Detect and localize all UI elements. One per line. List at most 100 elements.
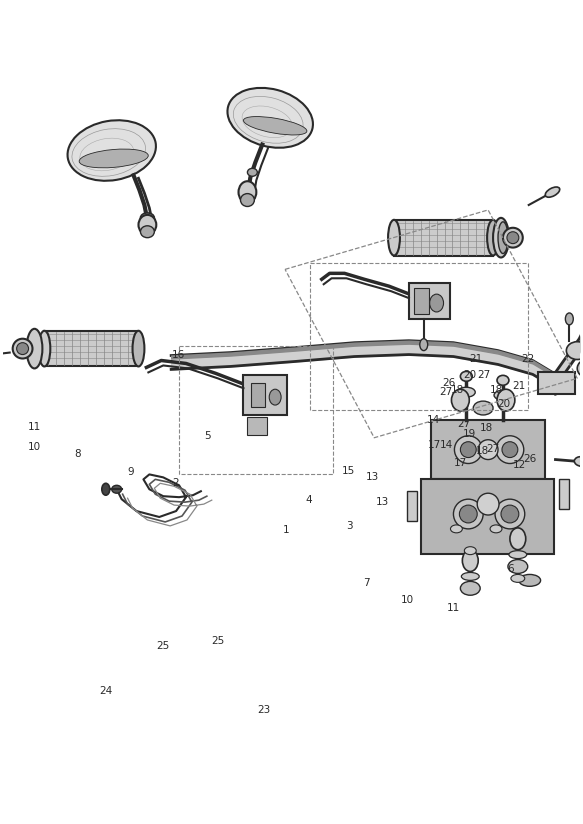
Text: 10: 10 (28, 442, 41, 452)
Ellipse shape (27, 329, 43, 368)
Ellipse shape (464, 546, 476, 555)
Bar (244, 376, 287, 415)
Ellipse shape (566, 313, 573, 325)
Ellipse shape (461, 573, 479, 580)
Text: 23: 23 (258, 705, 271, 715)
Ellipse shape (454, 436, 482, 464)
Text: 25: 25 (157, 641, 170, 651)
Ellipse shape (519, 574, 540, 587)
Text: 12: 12 (513, 460, 526, 470)
Text: 20: 20 (497, 399, 511, 409)
Ellipse shape (462, 550, 478, 572)
Bar (538, 372, 575, 394)
Ellipse shape (495, 499, 525, 529)
Ellipse shape (141, 213, 154, 222)
Text: 4: 4 (305, 495, 312, 505)
Text: 5: 5 (205, 432, 211, 442)
Text: 14: 14 (440, 440, 453, 450)
Ellipse shape (451, 525, 462, 533)
Bar (251, 383, 265, 407)
Text: 1: 1 (282, 526, 289, 536)
Text: 13: 13 (376, 497, 389, 507)
Ellipse shape (68, 120, 156, 180)
Text: 18: 18 (480, 424, 493, 433)
Text: 27: 27 (477, 370, 490, 380)
Ellipse shape (139, 215, 156, 235)
Ellipse shape (38, 330, 50, 367)
Ellipse shape (241, 194, 254, 207)
Text: 16: 16 (172, 350, 185, 360)
Ellipse shape (79, 149, 148, 168)
Text: 10: 10 (401, 595, 413, 605)
Ellipse shape (244, 116, 307, 135)
Text: 21: 21 (512, 381, 525, 391)
Ellipse shape (420, 339, 428, 350)
Ellipse shape (497, 376, 509, 386)
Text: 7: 7 (363, 578, 370, 588)
Ellipse shape (461, 582, 480, 595)
Text: 19: 19 (463, 429, 476, 439)
Ellipse shape (566, 342, 583, 359)
Ellipse shape (496, 436, 524, 464)
Bar (409, 283, 451, 319)
Bar (310, 264, 528, 410)
Text: 27: 27 (440, 386, 453, 396)
Text: 27: 27 (457, 419, 470, 429)
Ellipse shape (17, 343, 29, 354)
Ellipse shape (574, 456, 583, 466)
Ellipse shape (498, 222, 508, 254)
Text: 18: 18 (475, 446, 489, 456)
Bar (179, 345, 333, 475)
Text: 8: 8 (75, 449, 81, 460)
Ellipse shape (458, 387, 475, 397)
Ellipse shape (238, 181, 257, 203)
Text: 21: 21 (470, 354, 483, 364)
Ellipse shape (511, 574, 525, 583)
Ellipse shape (461, 372, 472, 382)
Ellipse shape (477, 494, 499, 515)
Ellipse shape (102, 484, 110, 495)
Text: 15: 15 (342, 466, 354, 475)
Ellipse shape (493, 218, 509, 257)
Text: 9: 9 (128, 466, 134, 476)
Text: 2: 2 (173, 478, 180, 488)
Ellipse shape (112, 485, 122, 494)
Text: 17: 17 (454, 458, 467, 468)
Text: 25: 25 (211, 636, 224, 646)
Text: 18: 18 (490, 385, 503, 395)
Ellipse shape (494, 391, 512, 400)
Text: 26: 26 (524, 453, 536, 464)
Text: 26: 26 (442, 378, 455, 388)
Ellipse shape (510, 528, 526, 550)
Ellipse shape (507, 232, 519, 244)
Bar (247, 417, 267, 435)
Ellipse shape (508, 559, 528, 574)
Text: 3: 3 (346, 522, 353, 531)
Ellipse shape (227, 88, 313, 147)
Bar (407, 491, 417, 521)
Ellipse shape (451, 389, 469, 411)
Text: 27: 27 (486, 444, 499, 454)
Text: 11: 11 (447, 603, 460, 613)
Ellipse shape (501, 505, 519, 523)
Ellipse shape (247, 168, 257, 176)
Text: 20: 20 (463, 370, 476, 380)
Text: 6: 6 (508, 564, 514, 574)
Bar (560, 480, 570, 509)
Ellipse shape (454, 499, 483, 529)
Ellipse shape (473, 401, 493, 415)
Ellipse shape (461, 442, 476, 457)
Ellipse shape (502, 442, 518, 457)
Ellipse shape (132, 330, 145, 367)
Text: 11: 11 (28, 422, 41, 432)
Text: 22: 22 (522, 354, 535, 364)
Text: 18: 18 (451, 385, 465, 395)
Bar (421, 480, 554, 554)
Ellipse shape (141, 226, 154, 237)
Ellipse shape (269, 389, 281, 405)
Text: 13: 13 (366, 472, 379, 482)
Ellipse shape (430, 294, 444, 312)
Ellipse shape (490, 525, 502, 533)
Bar (394, 220, 493, 255)
Ellipse shape (459, 505, 477, 523)
